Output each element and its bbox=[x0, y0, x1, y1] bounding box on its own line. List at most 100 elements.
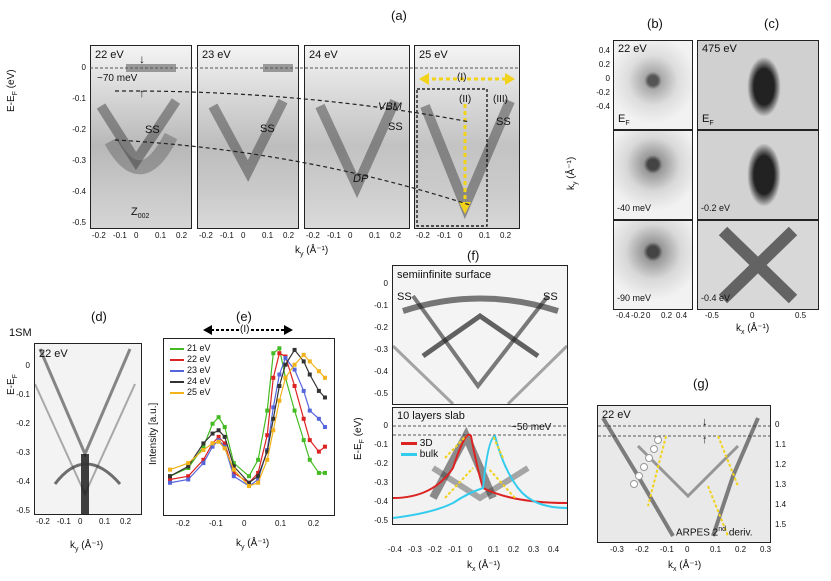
series-0-point-4 bbox=[216, 415, 221, 420]
b-xticks-1: -0.2 bbox=[631, 311, 645, 320]
series-3-point-11 bbox=[277, 384, 282, 388]
series-1-point-6 bbox=[231, 470, 236, 475]
panel-f-legend-bulk-text: bulk bbox=[419, 449, 439, 460]
b-xticks-2: 0 bbox=[646, 311, 651, 320]
d-yticks-1: -0.1 bbox=[16, 390, 30, 399]
b-xticks-0: -0.4 bbox=[616, 311, 630, 320]
series-4-point-14 bbox=[301, 352, 306, 357]
legend-swatch-cyan bbox=[401, 452, 417, 456]
b-yticks-0: 0.4 bbox=[598, 46, 610, 55]
a-yticks-5: -0.5 bbox=[72, 218, 86, 227]
series-1-point-16 bbox=[316, 449, 321, 454]
e-xticks-4: 0.2 bbox=[308, 519, 320, 528]
c-xticks-1: 0 bbox=[750, 311, 755, 320]
panel-a-energy-24: 24 eV bbox=[309, 49, 338, 61]
series-3-point-14 bbox=[301, 359, 306, 364]
panel-c-ef-sub: F bbox=[709, 120, 714, 128]
legend-entry-4: 25 eV bbox=[170, 387, 211, 398]
a-xtick-2: 0 bbox=[134, 231, 139, 240]
panel-a-z-sub: 002 bbox=[137, 213, 150, 221]
f-yticks-5: -0.5 bbox=[374, 516, 388, 525]
panel-a-xlabel: ky (Å⁻¹) bbox=[295, 245, 328, 258]
panel-e-xlabel-unit: (Å⁻¹) bbox=[244, 538, 270, 549]
series-4-point-7 bbox=[247, 484, 251, 489]
a-xtick-10: -0.2 bbox=[306, 231, 320, 240]
legend-label-1: 22 eV bbox=[187, 354, 211, 364]
panel-g-map: 22 eV ↓ ↑ ARPES 2nd deriv. bbox=[597, 405, 771, 543]
series-1-point-5 bbox=[222, 441, 227, 446]
a-xtick-14: 0.2 bbox=[390, 231, 402, 240]
panel-b-ylabel: ky (Å⁻¹) bbox=[566, 157, 579, 190]
panel-d-xlabel-unit: (Å⁻¹) bbox=[78, 540, 104, 551]
series-1-point-14 bbox=[301, 416, 306, 421]
panel-a-ss-label-24: SS bbox=[388, 121, 403, 133]
a-yticks-0: 0 bbox=[81, 63, 86, 72]
series-1-point-4 bbox=[216, 434, 221, 439]
panel-c-ef-text: E bbox=[702, 113, 710, 125]
f-yticks-0: 0 bbox=[383, 279, 388, 288]
f-yticks-3: -0.3 bbox=[374, 478, 388, 487]
panel-f-bottom-map-bands bbox=[393, 425, 567, 519]
series-4-point-5 bbox=[222, 446, 227, 451]
e-xticks-2: 0 bbox=[242, 519, 247, 528]
f-xticks-4: 0 bbox=[468, 545, 473, 554]
series-2-point-2 bbox=[201, 461, 206, 466]
f-yticks-1: -0.1 bbox=[374, 301, 388, 310]
down-arrow-icon-g: ↓ bbox=[702, 416, 708, 428]
panel-a-ylabel-unit: (eV) bbox=[6, 69, 17, 92]
panel-a-region3: (III) bbox=[493, 94, 508, 105]
legend-entry-2: 23 eV bbox=[170, 365, 211, 376]
series-2-point-1 bbox=[186, 477, 191, 482]
series-0-point-17 bbox=[322, 470, 327, 475]
series-2-point-12 bbox=[283, 356, 288, 361]
panel-a-map-22ev: 22 eV ↓ ~70 meV ↑ SS Z002 bbox=[90, 45, 192, 229]
series-4-point-3 bbox=[210, 441, 215, 446]
panel-c-map-02ev: -0.2 eV bbox=[697, 130, 819, 220]
series-3-point-17 bbox=[322, 395, 327, 400]
series-4-point-0 bbox=[168, 467, 172, 472]
panel-e-plot: 21 eV 22 eV 23 eV 24 eV 25 eV bbox=[163, 338, 335, 516]
series-2-point-17 bbox=[322, 425, 327, 429]
panel-c-map-04ev: -0.4 eV bbox=[697, 220, 819, 310]
a-xtick-7: 0 bbox=[241, 231, 246, 240]
a-xtick-17: 0 bbox=[458, 231, 463, 240]
panel-g-note-text: ARPES 2 bbox=[676, 527, 719, 539]
panel-g-energy: 22 eV bbox=[602, 409, 631, 421]
f-yticks-1: -0.1 bbox=[374, 440, 388, 449]
panel-a-ylabel-text: E-E bbox=[6, 95, 17, 112]
d-yticks-4: -0.4 bbox=[16, 477, 30, 486]
f-xticks-8: 0.4 bbox=[548, 545, 560, 554]
panel-a-xlabel-sub: y bbox=[300, 251, 304, 258]
series-4-point-8 bbox=[256, 480, 261, 485]
g-xticks-1: -0.2 bbox=[635, 545, 649, 554]
legend-entry-1: 22 eV bbox=[170, 354, 211, 365]
series-0-point-5 bbox=[222, 425, 227, 429]
panel-f-gap-label: ~50 meV bbox=[511, 422, 552, 433]
panel-a-map-23ev: 23 eV SS bbox=[197, 45, 299, 229]
a-xtick-15: -0.2 bbox=[416, 231, 430, 240]
panel-a-energy-22: 22 eV bbox=[95, 49, 124, 61]
d-yticks-3: -0.3 bbox=[16, 448, 30, 457]
legend-swatch-3 bbox=[170, 380, 184, 383]
panel-a-vbm-label: VBM bbox=[378, 101, 402, 113]
series-0-point-11 bbox=[277, 346, 282, 351]
series-1-point-13 bbox=[292, 384, 297, 388]
series-3-point-4 bbox=[216, 428, 221, 433]
a-yticks-1: -0.1 bbox=[72, 94, 86, 103]
panel-d-energy: 22 eV bbox=[39, 348, 68, 360]
panel-a-ylabel-sub: F bbox=[12, 91, 19, 96]
down-arrow-icon: ↓ bbox=[139, 52, 145, 66]
e-xticks-3: 0.1 bbox=[275, 519, 287, 528]
g-xticks-6: 0.3 bbox=[760, 545, 772, 554]
d-xticks-3: 0.1 bbox=[99, 517, 111, 526]
panel-a-map-23ev-bands bbox=[208, 64, 293, 182]
panel-d-xlabel-text: k bbox=[70, 540, 75, 551]
series-3-point-16 bbox=[316, 388, 321, 393]
panel-b-40mev-label: -40 meV bbox=[617, 203, 652, 213]
panel-b-energy: 22 eV bbox=[618, 43, 647, 55]
a-xtick-19: 0.2 bbox=[500, 231, 512, 240]
series-3-point-5 bbox=[222, 434, 227, 439]
series-4-point-6 bbox=[231, 467, 236, 472]
series-4-point-16 bbox=[316, 369, 321, 374]
g-xticks-5: 0.2 bbox=[735, 545, 747, 554]
